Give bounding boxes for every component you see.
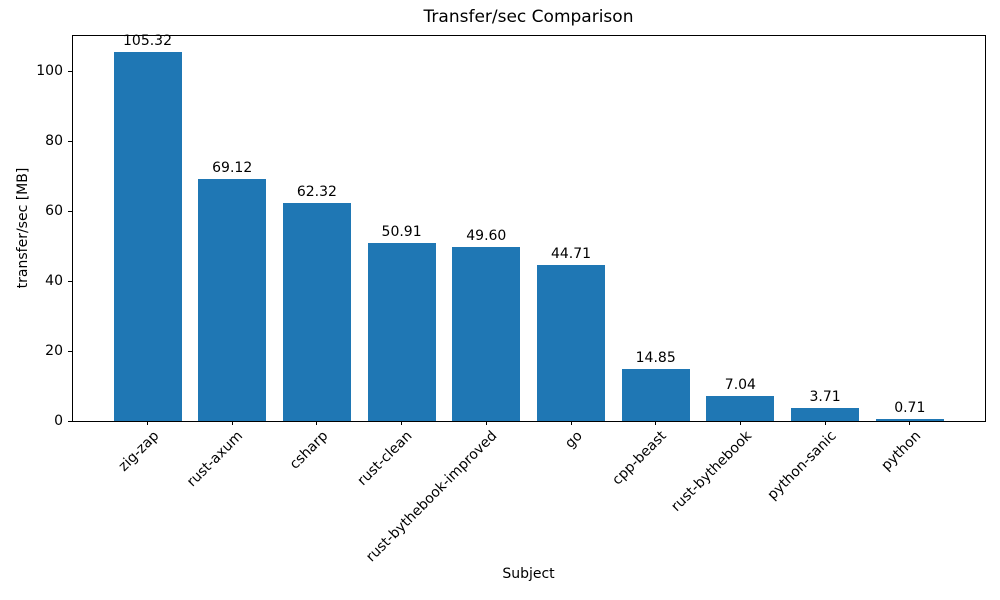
bar [791, 408, 860, 421]
y-tick-mark [68, 70, 72, 72]
y-tick-label: 80 [45, 133, 63, 149]
bar-value-label: 0.71 [894, 399, 926, 416]
x-tick-label: rust-bythebook [667, 428, 755, 515]
bar-value-label: 50.91 [381, 223, 422, 240]
bar [367, 242, 436, 421]
x-tick-mark [739, 421, 741, 425]
x-tick-mark [401, 421, 403, 425]
bar [113, 52, 182, 421]
y-tick-mark [68, 140, 72, 142]
y-tick-label: 40 [45, 273, 63, 289]
x-tick-label: rust-clean [355, 428, 416, 489]
y-tick-mark [68, 420, 72, 422]
y-tick-label: 100 [36, 63, 63, 79]
x-tick-label: go [561, 428, 586, 452]
x-tick-label: rust-axum [184, 428, 247, 491]
bar [452, 247, 521, 421]
plot-area: 105.32 69.12 62.32 50.91 49.60 44.71 14.85 7.04… [72, 33, 986, 422]
chart-title: Transfer/sec Comparison [423, 7, 634, 27]
bar [706, 396, 775, 421]
y-tick-mark [68, 350, 72, 352]
y-tick-label: 60 [45, 203, 63, 219]
bar-value-label: 3.71 [809, 389, 841, 406]
x-tick-label: csharp [286, 428, 332, 473]
bar-value-label: 49.60 [466, 228, 507, 245]
bar-value-label: 105.32 [123, 33, 172, 50]
x-tick-mark [231, 421, 233, 425]
x-tick-mark [316, 421, 318, 425]
x-tick-mark [824, 421, 826, 425]
bar-value-label: 44.71 [550, 245, 592, 262]
bar [621, 369, 690, 421]
y-tick-label: 20 [45, 343, 63, 359]
x-tick-mark [147, 421, 148, 425]
bar [537, 264, 605, 421]
x-axis-label: Subject [502, 566, 555, 582]
bar-value-label: 7.04 [724, 377, 756, 394]
x-tick-mark [909, 421, 911, 425]
x-tick-label: zig-zap [115, 428, 162, 475]
bar [875, 418, 944, 421]
y-tick-mark [68, 210, 72, 212]
y-tick-label: 0 [54, 413, 63, 429]
y-tick-mark [68, 280, 72, 282]
bar [198, 179, 267, 421]
x-tick-mark [655, 421, 657, 425]
bar-value-label: 14.85 [635, 350, 676, 367]
x-tick-label: python-sanic [764, 428, 840, 504]
x-tick-label: cpp-beast [609, 428, 671, 489]
x-tick-label: python [878, 428, 925, 474]
bar-value-label: 69.12 [212, 160, 253, 177]
x-tick-mark [485, 421, 487, 425]
bar [282, 202, 351, 421]
bar-value-label: 62.32 [296, 183, 337, 200]
y-axis-label: transfer/sec [MB] [15, 167, 31, 289]
x-tick-mark [570, 421, 572, 425]
